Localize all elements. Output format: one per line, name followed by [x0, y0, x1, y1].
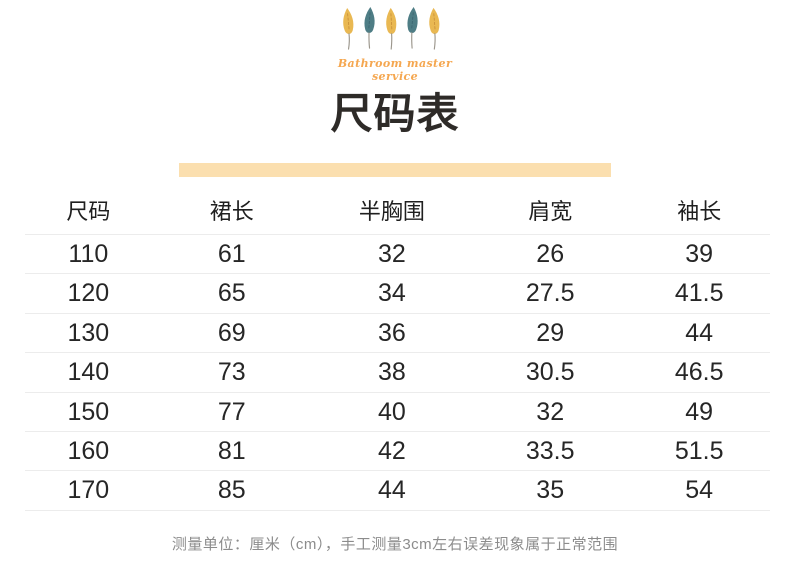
leaf-icon: [343, 7, 354, 34]
column-header-size: 尺码: [66, 199, 111, 224]
table-cell: 34: [377, 279, 406, 308]
brand-line-1: Bathroom master: [337, 57, 453, 70]
table-cell: 77: [217, 397, 246, 426]
column-header-sleeve-length: 袖长: [677, 199, 722, 224]
table-cell: 51.5: [674, 436, 724, 465]
leaf-vein: [368, 12, 371, 29]
leaf-vein: [433, 13, 436, 30]
leaf-stem: [368, 32, 371, 49]
leaf-icon: [386, 7, 397, 34]
leaf-stem: [390, 33, 393, 50]
table-row: 130 69 36 29 44: [25, 314, 770, 354]
table-cell: 27.5: [525, 279, 575, 308]
table-cell: 150: [67, 397, 110, 426]
size-table: 尺码 裙长 半胸围 肩宽 袖长 110 61 32 26 39 120 65 3…: [25, 190, 770, 511]
table-cell: 38: [377, 358, 406, 387]
leaf-icon: [364, 6, 375, 34]
leaf-stem: [411, 32, 413, 49]
table-row: 120 65 34 27.5 41.5: [25, 274, 770, 314]
table-cell: 32: [377, 240, 406, 268]
leaf-stem: [433, 33, 436, 50]
leaves-decoration: [343, 6, 440, 50]
table-cell: 85: [217, 476, 246, 505]
table-cell: 73: [217, 358, 246, 387]
table-cell: 44: [685, 318, 714, 347]
table-cell: 61: [217, 240, 246, 268]
table-cell: 140: [67, 358, 110, 387]
leaf-icon: [407, 6, 418, 33]
table-row: 160 81 42 33.5 51.5: [25, 432, 770, 472]
table-header-row: 尺码 裙长 半胸围 肩宽 袖长: [25, 190, 770, 235]
table-cell: 32: [536, 397, 565, 426]
table-cell: 69: [217, 318, 246, 347]
table-cell: 120: [67, 279, 110, 308]
page-title: 尺码表: [330, 90, 460, 137]
header-decoration: Bathroom master service: [0, 0, 790, 83]
table-cell: 170: [67, 476, 110, 505]
table-row: 140 73 38 30.5 46.5: [25, 353, 770, 393]
brand-text: Bathroom master service: [0, 57, 790, 83]
table-cell: 110: [68, 240, 109, 268]
leaf-vein: [347, 13, 350, 30]
table-cell: 30.5: [525, 358, 575, 387]
table-cell: 49: [685, 397, 714, 426]
table-cell: 35: [536, 476, 565, 505]
table-cell: 81: [217, 436, 246, 465]
table-cell: 160: [67, 436, 110, 465]
column-header-skirt-length: 裙长: [209, 199, 254, 224]
leaf-icon: [429, 7, 440, 34]
table-cell: 39: [685, 240, 714, 268]
table-cell: 44: [377, 476, 406, 505]
table-cell: 36: [377, 318, 406, 347]
table-cell: 40: [377, 397, 406, 426]
table-cell: 33.5: [525, 436, 575, 465]
title-section: 尺码表: [0, 91, 790, 177]
table-cell: 54: [685, 476, 714, 505]
brand-line-2: service: [371, 70, 419, 83]
table-row: 170 85 44 35 54: [25, 471, 770, 511]
table-cell: 41.5: [674, 279, 724, 308]
table-row: 110 61 32 26 39: [25, 235, 770, 275]
column-header-shoulder-width: 肩宽: [528, 199, 573, 224]
table-row: 150 77 40 32 49: [25, 393, 770, 432]
table-cell: 42: [377, 436, 406, 465]
title-highlight-bar: [179, 163, 611, 177]
column-header-half-chest: 半胸围: [358, 199, 425, 224]
leaf-stem: [347, 33, 350, 50]
leaf-vein: [411, 12, 414, 29]
table-cell: 26: [536, 240, 565, 268]
table-cell: 29: [536, 318, 565, 347]
table-cell: 65: [217, 279, 246, 308]
leaf-vein: [390, 13, 393, 30]
measurement-note: 测量单位：厘米（cm），手工测量3cm左右误差现象属于正常范围: [171, 535, 619, 553]
table-cell: 46.5: [674, 358, 724, 387]
table-cell: 130: [67, 318, 110, 347]
